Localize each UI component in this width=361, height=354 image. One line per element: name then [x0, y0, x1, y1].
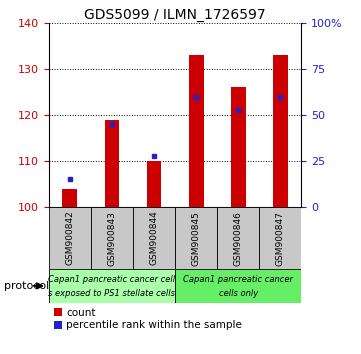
Bar — [62, 189, 77, 207]
Bar — [231, 87, 245, 207]
Bar — [175, 269, 301, 303]
Bar — [49, 207, 91, 269]
Text: GSM900847: GSM900847 — [276, 211, 285, 266]
Text: GSM900844: GSM900844 — [149, 211, 158, 266]
Bar — [147, 161, 161, 207]
Text: GSM900845: GSM900845 — [192, 211, 201, 266]
Bar — [259, 207, 301, 269]
Bar — [217, 207, 259, 269]
Bar — [273, 55, 288, 207]
Legend: count, percentile rank within the sample: count, percentile rank within the sample — [54, 308, 242, 331]
Text: GSM900843: GSM900843 — [108, 211, 116, 266]
Text: protocol: protocol — [4, 281, 49, 291]
Text: s exposed to PS1 stellate cells: s exposed to PS1 stellate cells — [48, 289, 175, 298]
Text: Capan1 pancreatic cancer cell: Capan1 pancreatic cancer cell — [48, 275, 175, 284]
Bar — [91, 207, 133, 269]
Bar — [133, 207, 175, 269]
Text: cells only: cells only — [219, 289, 258, 298]
Text: GSM900842: GSM900842 — [65, 211, 74, 266]
Bar — [105, 120, 119, 207]
Bar — [175, 207, 217, 269]
Bar — [189, 55, 204, 207]
Bar — [49, 269, 175, 303]
Text: GSM900846: GSM900846 — [234, 211, 243, 266]
Text: Capan1 pancreatic cancer: Capan1 pancreatic cancer — [183, 275, 293, 284]
Title: GDS5099 / ILMN_1726597: GDS5099 / ILMN_1726597 — [84, 8, 266, 22]
